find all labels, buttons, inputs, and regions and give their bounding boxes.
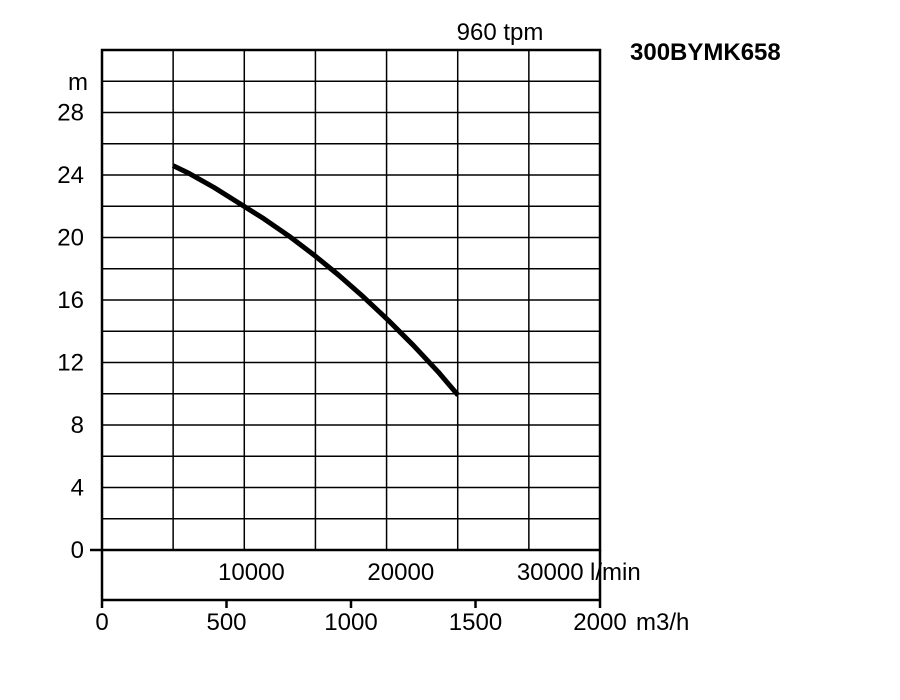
y-tick-label: 20: [57, 225, 84, 252]
y-tick-label: 4: [71, 475, 84, 502]
y-tick-label: 28: [57, 100, 84, 127]
y-tick-label: 8: [71, 412, 84, 439]
x-lpm-tick-label: 20000: [367, 559, 434, 586]
y-tick-label: 16: [57, 287, 84, 314]
plot-frame: [90, 48, 602, 608]
y-tick-label: 0: [71, 537, 84, 564]
grid: [102, 50, 600, 550]
curve-layer: [171, 163, 461, 397]
plot-border: [100, 48, 602, 552]
y-tick-label: 24: [57, 162, 84, 189]
x-lpm-unit: l/min: [590, 559, 641, 586]
x-m3h-tick-label: 500: [206, 609, 246, 636]
x-m3h-tick-label: 1000: [324, 609, 377, 636]
x-lpm-tick-label: 30000: [517, 559, 584, 586]
chart-title: 300BYMK658: [630, 39, 781, 66]
labels: 300BYMK658 960 tpm m l/min m3/h 0 4 8 12 16 2…: [57, 19, 780, 636]
x-m3h-unit: m3/h: [636, 609, 689, 636]
x-m3h-tick-label: 1500: [449, 609, 502, 636]
head-flow-curve: [171, 163, 461, 397]
x-lpm-tick-label: 10000: [218, 559, 285, 586]
speed-label: 960 tpm: [457, 19, 544, 46]
y-axis-unit: m: [68, 69, 88, 96]
x-m3h-tick-label: 2000: [573, 609, 626, 636]
y-tick-label: 12: [57, 350, 84, 377]
x-m3h-tick-label: 0: [95, 609, 108, 636]
